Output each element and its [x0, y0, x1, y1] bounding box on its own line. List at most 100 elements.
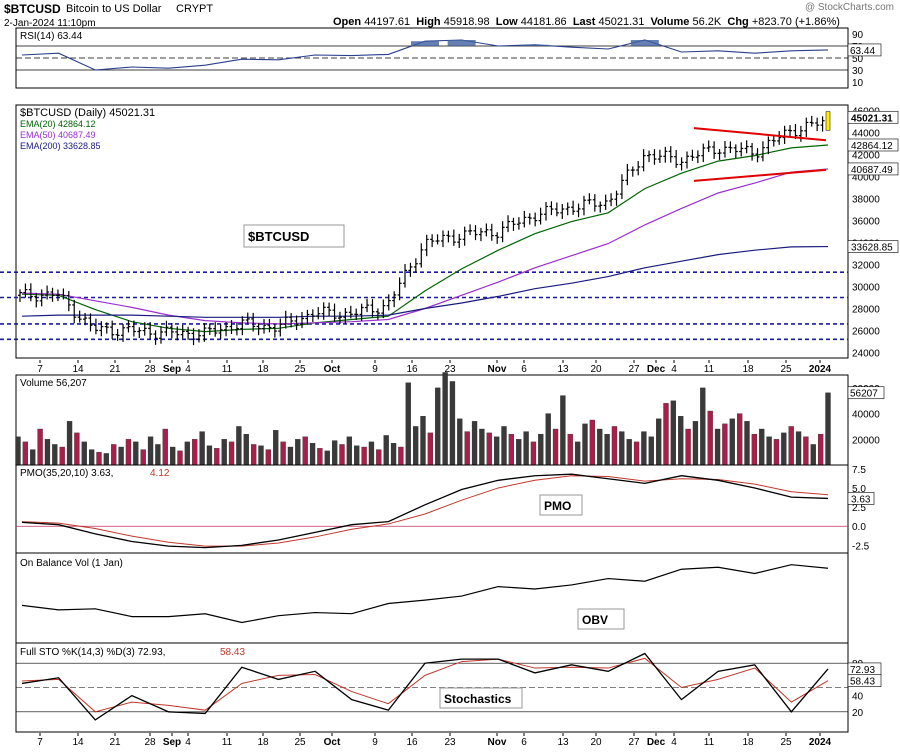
volume-bar — [471, 421, 478, 466]
bottom-x-label: 25 — [780, 737, 792, 748]
volume-bar — [339, 444, 345, 466]
price-x-label: 11 — [222, 364, 233, 375]
volume-bar — [118, 446, 124, 466]
volume-bar — [597, 428, 603, 466]
volume-bar — [560, 395, 566, 466]
pmo-legend: PMO(35,20,10) 3.63, — [20, 468, 113, 479]
bottom-x-label: 18 — [257, 737, 269, 748]
volume-bar — [508, 433, 515, 466]
price-tag — [847, 110, 899, 124]
obv-panel — [15, 552, 849, 644]
volume-bar — [589, 419, 596, 466]
volume-bar — [552, 428, 559, 466]
volume-bar — [228, 441, 235, 466]
price-y-tick: 36000 — [852, 217, 880, 228]
bottom-x-label: 20 — [590, 737, 602, 748]
volume-bar — [221, 439, 227, 466]
volume-bar — [273, 430, 279, 466]
price-x-label: 9 — [372, 364, 378, 375]
volume-bar — [147, 436, 154, 466]
rsi-y-tick: 10 — [852, 78, 864, 89]
volume-bar — [442, 372, 448, 466]
price-x-label: 20 — [590, 364, 602, 375]
volume-bar — [714, 428, 721, 466]
price-y-tick: 26000 — [852, 327, 880, 338]
bottom-x-label: 13 — [557, 737, 569, 748]
price-y-tick: 44000 — [852, 129, 880, 140]
bottom-x-label: 11 — [704, 737, 715, 748]
volume-bar — [44, 439, 51, 466]
volume-bar — [641, 431, 647, 466]
volume-bar — [773, 439, 780, 466]
volume-bar — [435, 387, 441, 466]
bottom-x-label: Oct — [324, 737, 341, 748]
price-tag — [847, 162, 899, 176]
bottom-x-label: 23 — [444, 737, 456, 748]
price-tag-text: 40687.49 — [851, 165, 893, 176]
volume-bar — [111, 444, 117, 466]
price-x-label: 2024 — [809, 364, 832, 375]
bottom-x-label: 14 — [72, 737, 84, 748]
price-y-tick: 24000 — [852, 349, 880, 360]
volume-bar — [493, 436, 500, 466]
sto-y-tick: 20 — [852, 708, 864, 719]
volume-bar — [125, 439, 132, 466]
volume-bar — [538, 433, 544, 466]
volume-bar — [670, 400, 677, 466]
volume-bar — [744, 421, 750, 466]
sto-box-label: Stochastics — [444, 692, 512, 706]
price-y-tick: 30000 — [852, 283, 880, 294]
price-panel — [15, 104, 849, 359]
volume-bar — [729, 418, 735, 466]
bottom-x-label: 9 — [372, 737, 378, 748]
pmo-panel — [15, 464, 849, 554]
volume-bar — [52, 444, 58, 466]
price-x-label: 14 — [72, 364, 84, 375]
chg-value: +823.70 (+1.86%) — [751, 16, 840, 28]
volume-bar — [354, 445, 360, 466]
volume-bar — [361, 446, 367, 466]
price-x-label: Nov — [488, 364, 507, 375]
exchange: CRYPT — [176, 3, 214, 15]
obv-box-label: OBV — [582, 613, 608, 627]
sto-y-tick: 40 — [852, 692, 864, 703]
stockcharts-credit: @ StockCharts.com — [804, 2, 894, 13]
price-x-label: 28 — [144, 364, 156, 375]
bottom-x-label: 21 — [109, 737, 121, 748]
symbol-name: Bitcoin to US Dollar — [66, 3, 162, 15]
volume-bar — [611, 426, 618, 466]
volume-bar — [103, 453, 110, 466]
bottom-x-label: 18 — [742, 737, 754, 748]
volume-bar — [383, 435, 389, 466]
volume-bar — [648, 436, 654, 466]
rsi-y-tick: 50 — [852, 54, 864, 65]
volume-bar — [523, 431, 529, 466]
obv-legend: On Balance Vol (1 Jan) — [20, 558, 123, 569]
high-value: 45918.98 — [443, 16, 490, 28]
volume-bar — [96, 451, 102, 466]
symbol: $BTCUSD — [4, 2, 61, 16]
sto-d-line — [21, 657, 829, 713]
pmo-y-tick: 0.0 — [852, 522, 866, 533]
rsi-y-tick: 90 — [852, 30, 864, 41]
ema200-legend: EMA(200) 33628.85 — [20, 141, 101, 151]
pmo-box-label: PMO — [544, 499, 571, 513]
last-price-bar — [825, 111, 831, 131]
volume-y-tick: 40000 — [852, 410, 880, 421]
rsi-overbought-fill — [520, 44, 549, 46]
price-x-label: 4 — [185, 364, 191, 375]
volume-bar — [376, 449, 382, 466]
sto-box — [439, 687, 523, 709]
volume-bar — [66, 421, 73, 466]
pmo-box — [539, 494, 583, 516]
volume-bar — [604, 433, 610, 466]
volume-bar — [206, 445, 213, 466]
pmo-tag-text: 3.63 — [851, 494, 871, 505]
rsi-overbought-fill — [630, 40, 659, 46]
volume-bar — [788, 426, 794, 466]
price-x-label: 11 — [704, 364, 715, 375]
volume-bar — [309, 442, 316, 466]
bottom-x-label: 11 — [222, 737, 233, 748]
volume-bar — [655, 418, 662, 466]
